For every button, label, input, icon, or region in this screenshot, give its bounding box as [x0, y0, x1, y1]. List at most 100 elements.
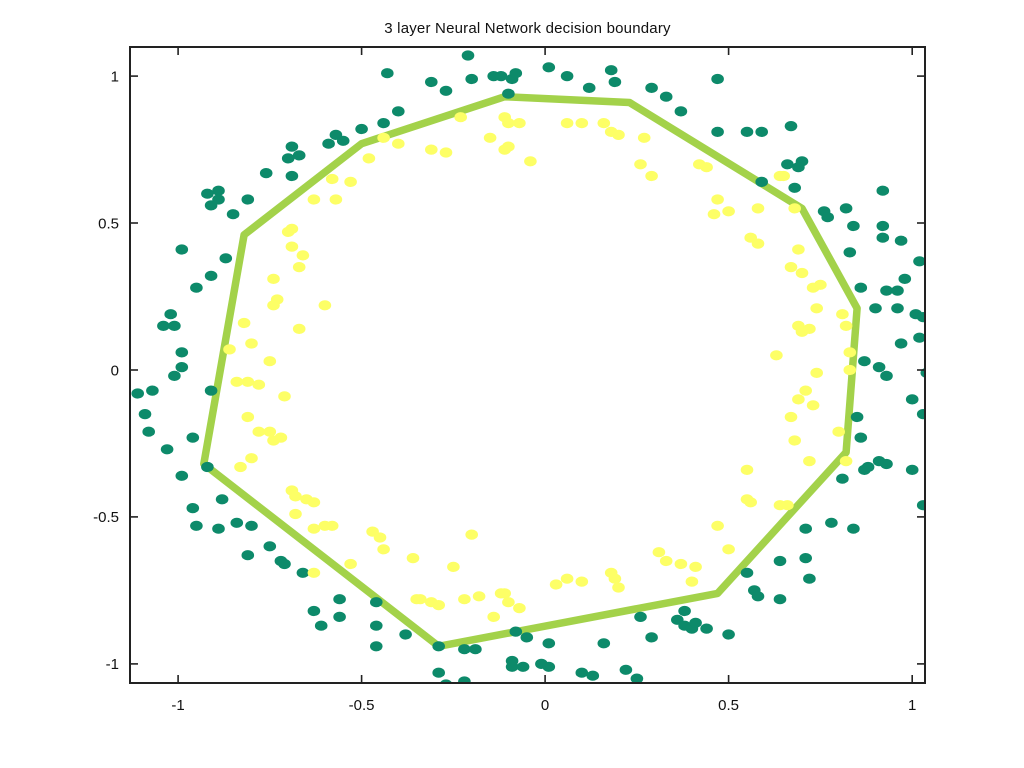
scatter-point-inner [344, 558, 357, 570]
scatter-point-outer [204, 270, 218, 281]
scatter-point-outer [861, 461, 875, 473]
scatter-point-inner [377, 132, 390, 143]
scatter-point-outer [461, 50, 475, 61]
scatter-point-outer [755, 176, 768, 187]
scatter-point-inner [307, 194, 321, 205]
scatter-point-outer [160, 444, 174, 455]
scatter-point-inner [549, 579, 563, 590]
x-tick-label: 0 [541, 697, 549, 714]
scatter-point-outer [370, 620, 383, 631]
scatter-point-outer [773, 555, 787, 567]
scatter-point-inner [329, 194, 343, 205]
scatter-point-inner [494, 588, 508, 599]
scatter-point-outer [281, 153, 295, 164]
scatter-point-inner [502, 118, 515, 129]
scatter-point-outer [905, 394, 919, 405]
scatter-point-outer [542, 638, 556, 649]
scatter-point-inner [612, 129, 625, 140]
scatter-point-outer [215, 494, 229, 505]
scatter-point-outer [381, 68, 394, 79]
scatter-point-outer [164, 309, 177, 320]
scatter-point-inner [711, 194, 724, 205]
scatter-point-outer [502, 88, 515, 99]
scatter-point-outer [880, 458, 893, 470]
scatter-point-outer [245, 520, 258, 531]
scatter-point-inner [612, 582, 625, 593]
scatter-point-outer [880, 370, 893, 381]
scatter-point-inner [465, 529, 479, 540]
scatter-point-inner [711, 520, 724, 531]
scatter-point-outer [175, 347, 189, 358]
scatter-point-outer [894, 338, 908, 349]
y-tick-label: 1 [111, 68, 119, 85]
scatter-point-inner [325, 520, 339, 531]
scatter-point-outer [204, 200, 218, 211]
scatter-point-outer [494, 71, 508, 82]
scatter-point-outer [142, 426, 155, 437]
y-tick-label: 0 [111, 362, 119, 379]
scatter-point-outer [825, 517, 838, 528]
scatter-point-outer [201, 188, 214, 199]
scatter-point-inner [652, 547, 666, 558]
scatter-point-inner [292, 262, 306, 273]
scatter-point-outer [168, 370, 181, 381]
scatter-point-inner [296, 250, 310, 261]
scatter-point-inner [788, 435, 801, 446]
scatter-point-outer [634, 611, 647, 623]
scatter-point-outer [370, 641, 383, 652]
scatter-point-inner [674, 558, 688, 570]
scatter-point-inner [274, 432, 288, 443]
scatter-point-inner [843, 364, 857, 376]
scatter-point-inner [792, 244, 805, 255]
x-tick-label: 1 [908, 697, 916, 714]
scatter-point-inner [788, 203, 801, 214]
scatter-point-outer [799, 553, 812, 564]
scatter-point-outer [542, 661, 556, 672]
scatter-point-inner [744, 497, 757, 508]
scatter-point-inner [263, 356, 277, 367]
scatter-point-outer [190, 282, 203, 293]
scatter-point-outer [241, 550, 255, 561]
scatter-point-outer [869, 303, 882, 314]
scatter-point-inner [325, 173, 339, 185]
scatter-point-outer [880, 285, 893, 296]
scatter-point-outer [916, 312, 925, 323]
scatter-point-outer [740, 567, 754, 578]
scatter-point-inner [634, 159, 647, 170]
x-tick-label: -1 [171, 697, 184, 714]
scatter-point-outer [285, 170, 299, 182]
scatter-point-outer [891, 303, 904, 314]
scatter-point-inner [414, 594, 427, 605]
scatter-point-inner [781, 500, 794, 511]
scatter-point-inner [803, 456, 816, 467]
scatter-point-outer [839, 203, 853, 214]
scatter-point-outer [469, 644, 482, 655]
x-tick-label: -0.5 [349, 697, 375, 714]
scatter-point-outer [916, 409, 925, 420]
scatter-point-outer [854, 432, 868, 443]
scatter-point-inner [502, 597, 515, 608]
decision-boundary-line [200, 92, 861, 651]
scatter-point-outer [204, 385, 218, 396]
scatter-point-outer [458, 676, 471, 683]
scatter-point-inner [483, 132, 497, 143]
scatter-point-inner [487, 611, 501, 623]
scatter-point-outer [439, 679, 453, 683]
scatter-point-outer [201, 461, 214, 473]
scatter-point-inner [373, 532, 387, 543]
scatter-point-inner [267, 273, 280, 284]
scatter-point-outer [212, 185, 225, 196]
x-tick-label: 0.5 [718, 697, 739, 714]
scatter-point-outer [604, 65, 618, 76]
scatter-point-outer [891, 285, 904, 296]
scatter-point-outer [377, 118, 390, 129]
scatter-point-inner [267, 300, 280, 311]
scatter-point-inner [685, 576, 699, 587]
scatter-point-outer [241, 194, 255, 205]
scatter-point-inner [223, 344, 236, 355]
scatter-point-inner [252, 426, 266, 437]
scatter-point-outer [784, 121, 798, 132]
scatter-point-inner [513, 118, 526, 129]
